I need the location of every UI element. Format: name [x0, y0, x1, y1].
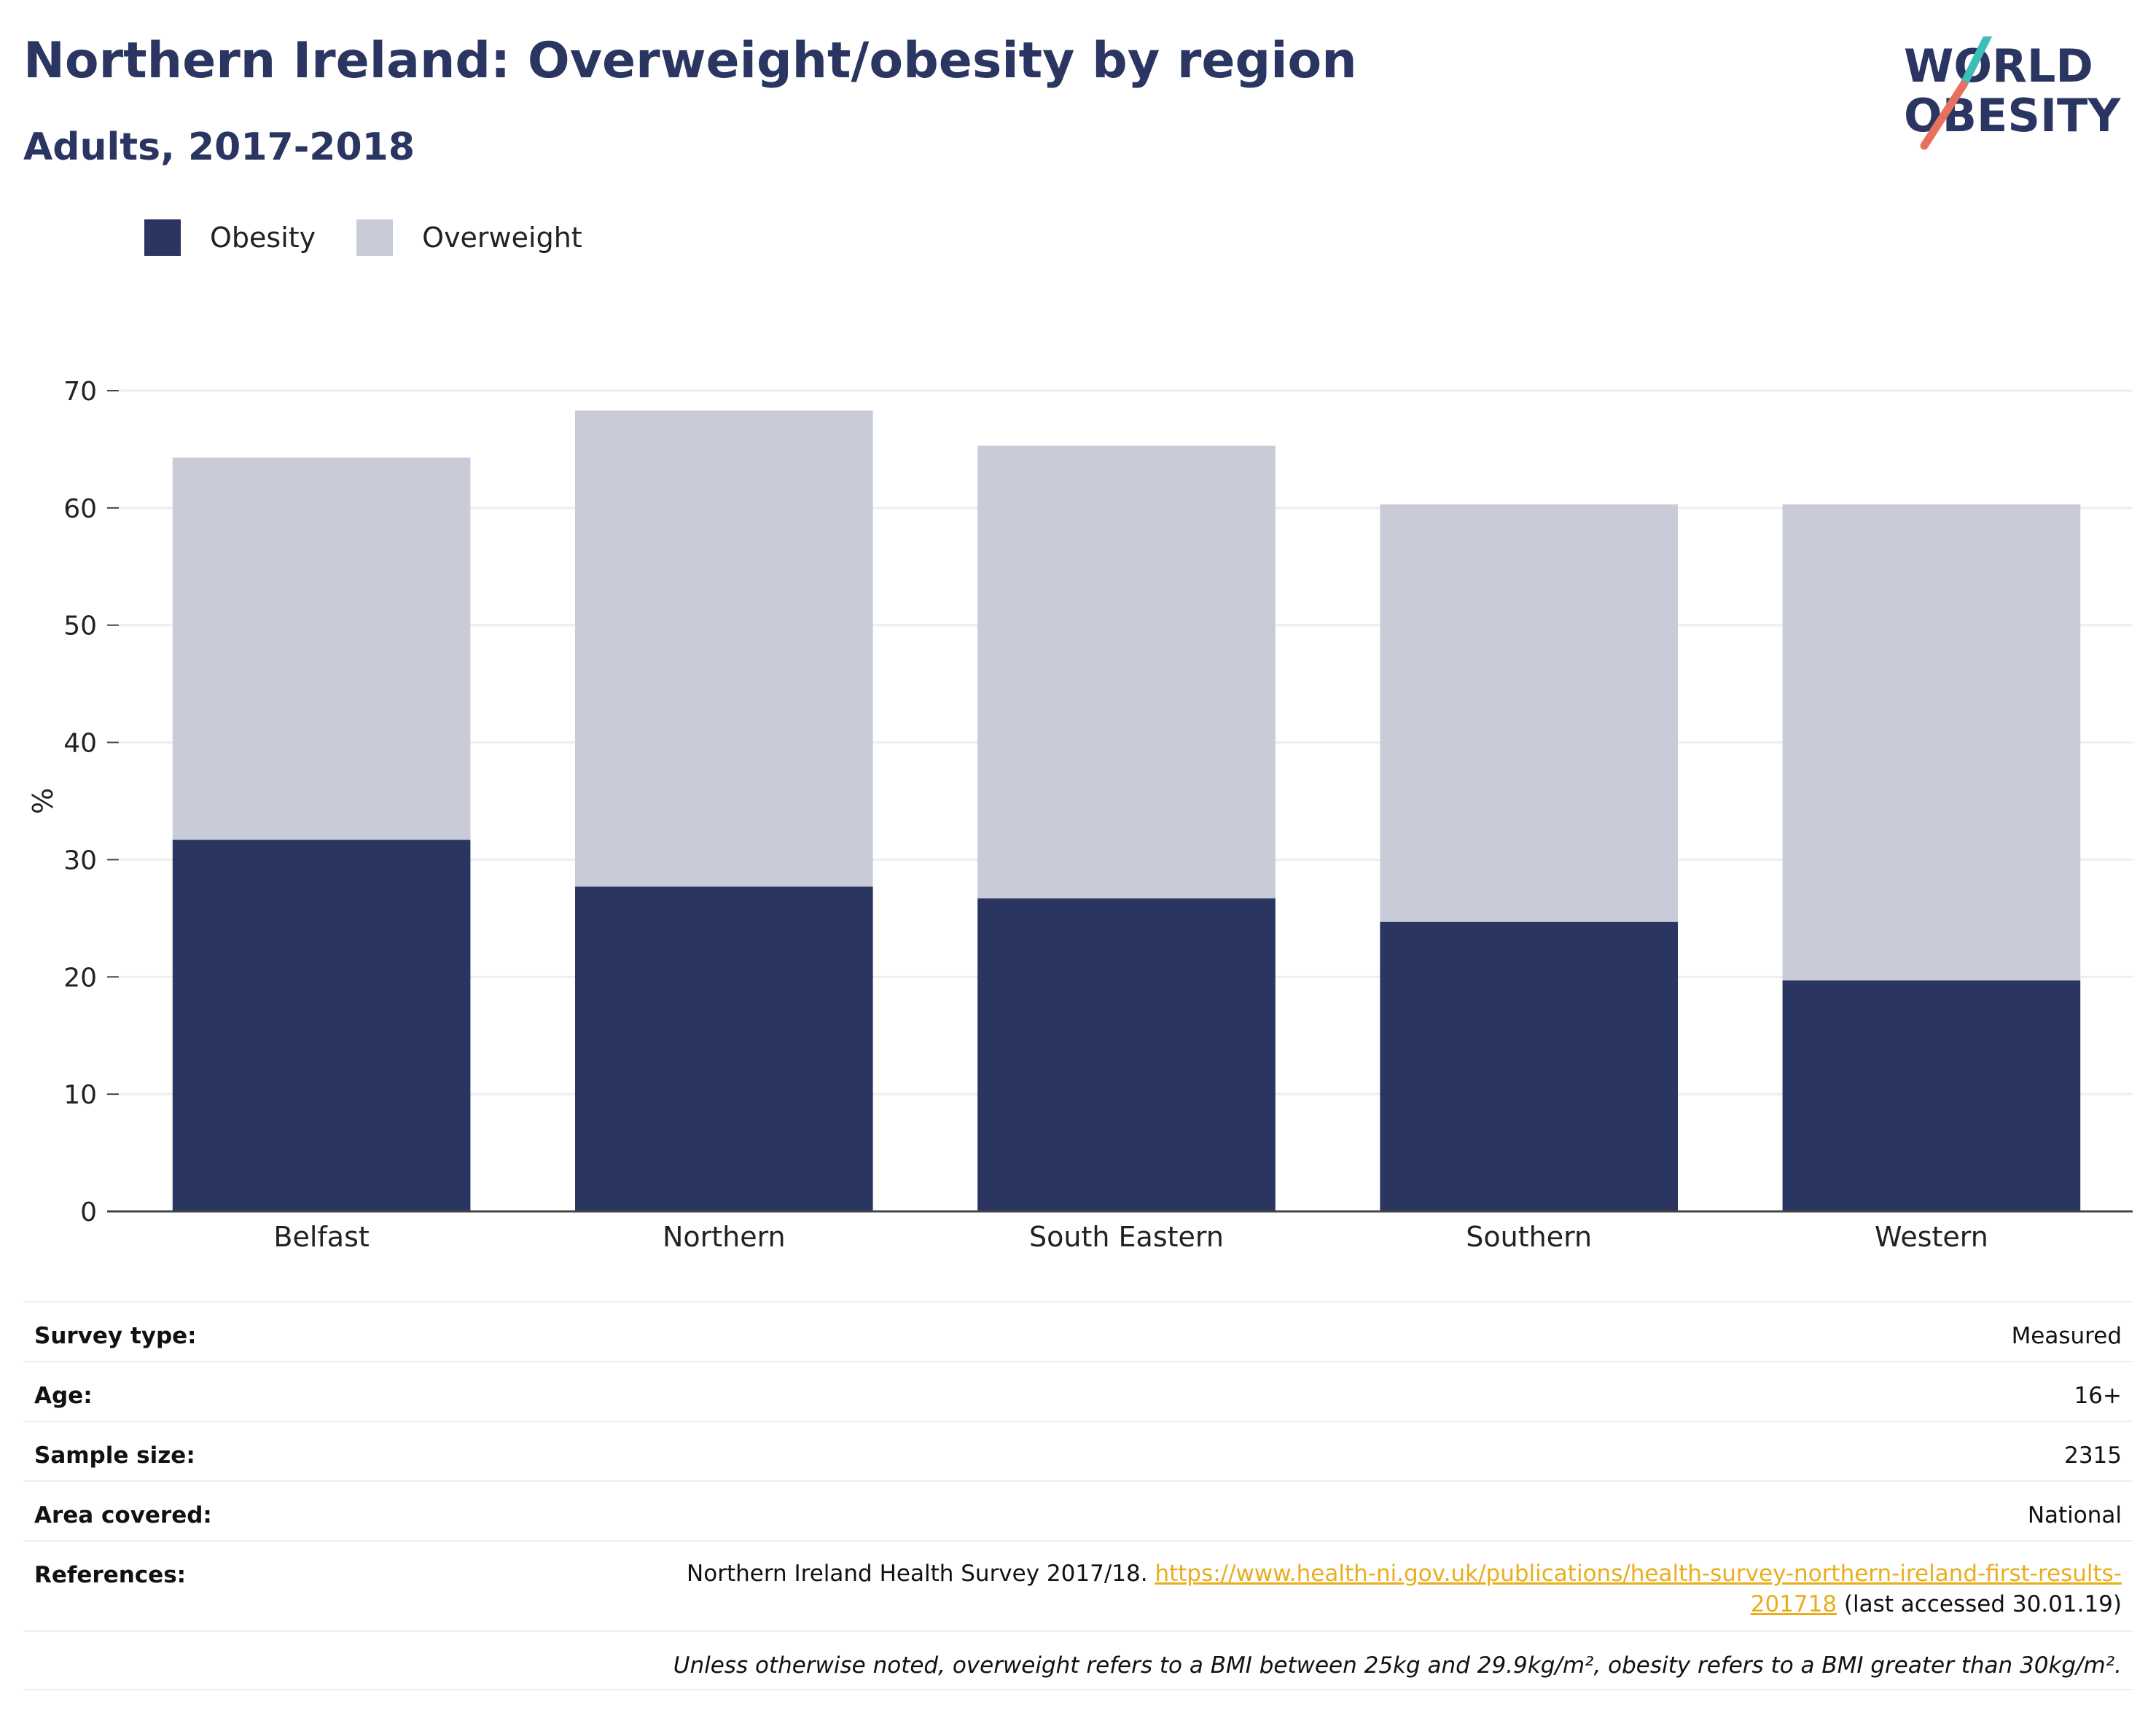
detail-label: Age:: [34, 1383, 93, 1409]
x-tick-label: Northern: [663, 1221, 786, 1253]
y-tick-label: 20: [63, 963, 97, 993]
logo-line-1: WORLD: [1904, 39, 2093, 93]
legend-label-overweight: Overweight: [422, 222, 582, 254]
legend-item-obesity[interactable]: Obesity: [144, 219, 316, 256]
y-tick-label: 10: [63, 1080, 97, 1110]
chart-legend: Obesity Overweight: [144, 216, 623, 259]
detail-value: Measured: [2011, 1323, 2122, 1349]
bar-overweight-western[interactable]: [1782, 504, 2081, 981]
x-tick-label: South Eastern: [1029, 1221, 1224, 1253]
y-tick-label: 60: [63, 494, 97, 524]
bmi-definition-note: Unless otherwise noted, overweight refer…: [673, 1652, 2122, 1679]
detail-row-age: Age: 16+: [23, 1361, 2133, 1421]
bar-obesity-western[interactable]: [1782, 980, 2081, 1211]
legend-swatch-obesity: [144, 219, 181, 256]
reference-prefix: Northern Ireland Health Survey 2017/18.: [687, 1561, 1148, 1587]
bar-obesity-belfast[interactable]: [172, 840, 471, 1211]
detail-row-references: References: Northern Ireland Health Surv…: [23, 1540, 2133, 1630]
detail-value: 16+: [2074, 1383, 2122, 1409]
logo-slash-top: [1959, 36, 1993, 89]
x-tick-label: Belfast: [273, 1221, 369, 1253]
detail-value: National: [2027, 1502, 2122, 1528]
bar-overweight-southern[interactable]: [1380, 504, 1679, 922]
y-tick-label: 70: [63, 377, 97, 407]
y-axis-label: %: [27, 788, 59, 814]
detail-label: Survey type:: [34, 1323, 197, 1349]
detail-row-area-covered: Area covered: National: [23, 1480, 2133, 1540]
axes: 0 10 20 30 40 50 60 70% Belfast Northern South Eas…: [27, 377, 2133, 1253]
detail-row-sample-size: Sample size: 2315: [23, 1421, 2133, 1480]
bar-overweight-belfast[interactable]: [172, 457, 471, 840]
x-tick-label: Western: [1875, 1221, 1988, 1253]
legend-swatch-overweight: [356, 219, 394, 256]
legend-label-obesity: Obesity: [210, 222, 316, 254]
reference-text: Northern Ireland Health Survey 2017/18. …: [687, 1558, 2122, 1630]
bars: [172, 410, 2081, 1211]
reference-link-continued[interactable]: 201718: [1750, 1591, 1837, 1617]
y-tick-label: 30: [63, 845, 97, 875]
legend-item-overweight[interactable]: Overweight: [356, 219, 582, 256]
bar-obesity-south-eastern[interactable]: [977, 898, 1276, 1211]
bmi-note-row: Unless otherwise noted, overweight refer…: [23, 1630, 2133, 1690]
x-tick-label: Southern: [1466, 1221, 1592, 1253]
reference-link[interactable]: https://www.health-ni.gov.uk/publication…: [1155, 1561, 2122, 1587]
logo-slash-bottom: [1920, 80, 1968, 150]
y-tick-label: 50: [63, 612, 97, 641]
bar-overweight-northern[interactable]: [574, 410, 873, 887]
bar-obesity-southern[interactable]: [1380, 921, 1679, 1211]
detail-row-survey-type: Survey type: Measured: [23, 1301, 2133, 1361]
reference-suffix: (last accessed 30.01.19): [1843, 1591, 2122, 1617]
world-obesity-logo: WORLD OBESITY: [1904, 36, 2121, 150]
survey-details: Survey type: Measured Age: 16+ Sample si…: [23, 1301, 2133, 1690]
detail-label: Area covered:: [34, 1502, 212, 1528]
detail-value: 2315: [2064, 1442, 2122, 1469]
y-tick-label: 0: [80, 1198, 97, 1227]
chart-title: Northern Ireland: Overweight/obesity by …: [23, 32, 1357, 90]
chart-subtitle: Adults, 2017-2018: [23, 125, 415, 169]
detail-label: Sample size:: [34, 1442, 195, 1469]
detail-label: References:: [34, 1562, 187, 1588]
bar-overweight-south-eastern[interactable]: [977, 445, 1276, 899]
bar-obesity-northern[interactable]: [574, 886, 873, 1211]
y-tick-label: 40: [63, 729, 97, 759]
stacked-bar-chart: 0 10 20 30 40 50 60 70% Belfast Northern South Eas…: [27, 377, 2133, 1253]
